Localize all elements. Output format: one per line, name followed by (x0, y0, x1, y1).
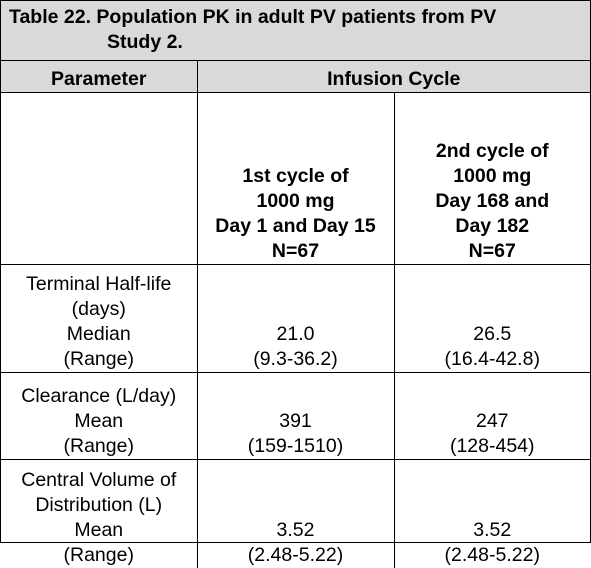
range-line: (9.3-36.2) (198, 347, 394, 372)
value-line: 247 (395, 409, 591, 434)
range-line: (16.4-42.8) (395, 347, 591, 372)
range-line: (2.48-5.22) (198, 543, 394, 568)
parameter-cell-line: Mean (1, 409, 197, 434)
cycle-2-value-cell: 26.5 (16.4-42.8) (394, 265, 590, 373)
cycle-2-value-cell: 247 (128-454) (394, 373, 590, 460)
parameter-cell-line: Distribution (L) (1, 493, 197, 518)
cycle-1-header: 1st cycle of 1000 mg Day 1 and Day 15 N=… (197, 93, 394, 265)
infusion-cycle-header: Infusion Cycle (197, 61, 590, 93)
subheader-row: 1st cycle of 1000 mg Day 1 and Day 15 N=… (1, 93, 590, 265)
parameter-cell: Central Volume of Distribution (L) Mean … (1, 460, 197, 568)
parameter-cell-line: (Range) (1, 347, 197, 372)
value-line: 26.5 (395, 322, 591, 347)
parameter-cell-line: (Range) (1, 434, 197, 459)
cycle-2-header: 2nd cycle of 1000 mg Day 168 and Day 182… (394, 93, 590, 265)
range-line: (128-454) (395, 434, 591, 459)
table-title-line-1: Table 22. Population PK in adult PV pati… (9, 5, 582, 30)
table-row: Terminal Half-life (days) Median (Range)… (1, 265, 590, 373)
table-title: Table 22. Population PK in adult PV pati… (1, 1, 590, 61)
parameter-cell: Clearance (L/day) Mean (Range) (1, 373, 197, 460)
pk-table-container: Table 22. Population PK in adult PV pati… (0, 0, 591, 543)
cycle-2-value-cell: 3.52 (2.48-5.22) (394, 460, 590, 568)
value-line: 391 (198, 409, 394, 434)
parameter-cell: Terminal Half-life (days) Median (Range) (1, 265, 197, 373)
parameter-cell-line: (days) (1, 297, 197, 322)
cycle-2-header-line: N=67 (395, 239, 591, 264)
subheader-blank-cell (1, 93, 197, 265)
table-row: Clearance (L/day) Mean (Range) 391 (159-… (1, 373, 590, 460)
value-line: 3.52 (198, 518, 394, 543)
header-row: Parameter Infusion Cycle (1, 61, 590, 93)
cycle-1-header-line: 1000 mg (198, 189, 394, 214)
cycle-1-header-line: N=67 (198, 239, 394, 264)
cycle-2-header-line: 2nd cycle of (395, 139, 591, 164)
parameter-header: Parameter (1, 61, 197, 93)
range-line: (2.48-5.22) (395, 543, 591, 568)
value-line: 3.52 (395, 518, 591, 543)
table-title-line-2: Study 2. (9, 30, 582, 55)
parameter-cell-line: Central Volume of (1, 468, 197, 493)
cycle-2-header-line: Day 182 (395, 214, 591, 239)
table-row: Central Volume of Distribution (L) Mean … (1, 460, 590, 568)
cycle-1-header-line: Day 1 and Day 15 (198, 214, 394, 239)
parameter-cell-line: Terminal Half-life (1, 272, 197, 297)
parameter-cell-line: (Range) (1, 543, 197, 568)
parameter-cell-line: Clearance (L/day) (1, 384, 197, 409)
parameter-cell-line: Mean (1, 518, 197, 543)
cycle-1-header-line: 1st cycle of (198, 164, 394, 189)
value-line: 21.0 (198, 322, 394, 347)
cycle-2-header-line: Day 168 and (395, 189, 591, 214)
cycle-1-value-cell: 3.52 (2.48-5.22) (197, 460, 394, 568)
parameter-cell-line: Median (1, 322, 197, 347)
range-line: (159-1510) (198, 434, 394, 459)
cycle-1-value-cell: 21.0 (9.3-36.2) (197, 265, 394, 373)
pk-table: Parameter Infusion Cycle 1st cycle of 10… (1, 61, 590, 568)
cycle-2-header-line: 1000 mg (395, 164, 591, 189)
cycle-1-value-cell: 391 (159-1510) (197, 373, 394, 460)
